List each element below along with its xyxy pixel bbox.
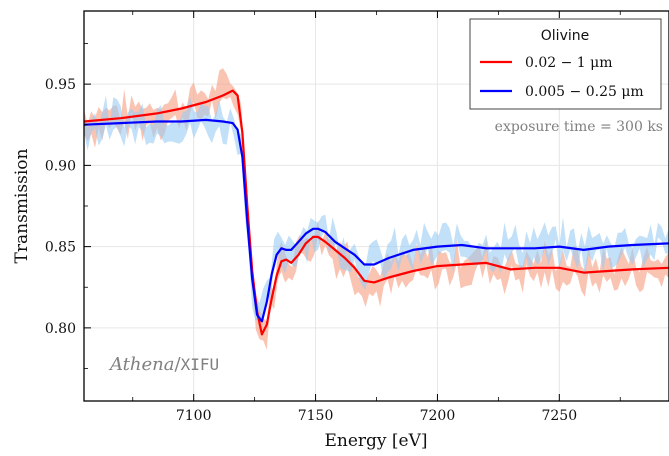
y-tick-label: 0.80: [45, 321, 76, 337]
noise-bands: [84, 68, 669, 350]
y-axis-label: Transmission: [12, 149, 32, 264]
series-lines: [84, 89, 669, 336]
legend-box: [469, 18, 662, 110]
axis-ticks: 7100 7150 7200 7250 0.80 0.85 0.90 0.95: [45, 11, 621, 424]
y-tick-label: 0.85: [45, 240, 76, 256]
exposure-annotation: exposure time = 300 ks: [495, 119, 663, 135]
series-line-1: [84, 118, 669, 323]
watermark-athena: Athena: [108, 354, 175, 375]
legend-label-0: 0.02 − 1 μm: [525, 55, 613, 71]
watermark-slash: /: [175, 354, 182, 375]
instrument-watermark: Athena/XIFU: [108, 354, 219, 375]
legend-label-1: 0.005 − 0.25 μm: [525, 84, 644, 100]
x-tick-label: 7200: [420, 408, 456, 424]
y-tick-label: 0.90: [45, 158, 76, 174]
noise-band-1: [84, 95, 669, 322]
legend-title: Olivine: [541, 28, 589, 44]
noise-band-0: [84, 68, 669, 350]
y-tick-label: 0.95: [45, 77, 76, 93]
x-axis-label: Energy [eV]: [324, 431, 427, 451]
x-tick-label: 7250: [541, 408, 577, 424]
x-tick-label: 7150: [298, 408, 334, 424]
x-tick-label: 7100: [176, 408, 212, 424]
watermark-xifu: XIFU: [181, 355, 220, 374]
series-line-0: [84, 89, 669, 336]
legend: Olivine 0.02 − 1 μm 0.005 − 0.25 μm: [469, 18, 662, 110]
